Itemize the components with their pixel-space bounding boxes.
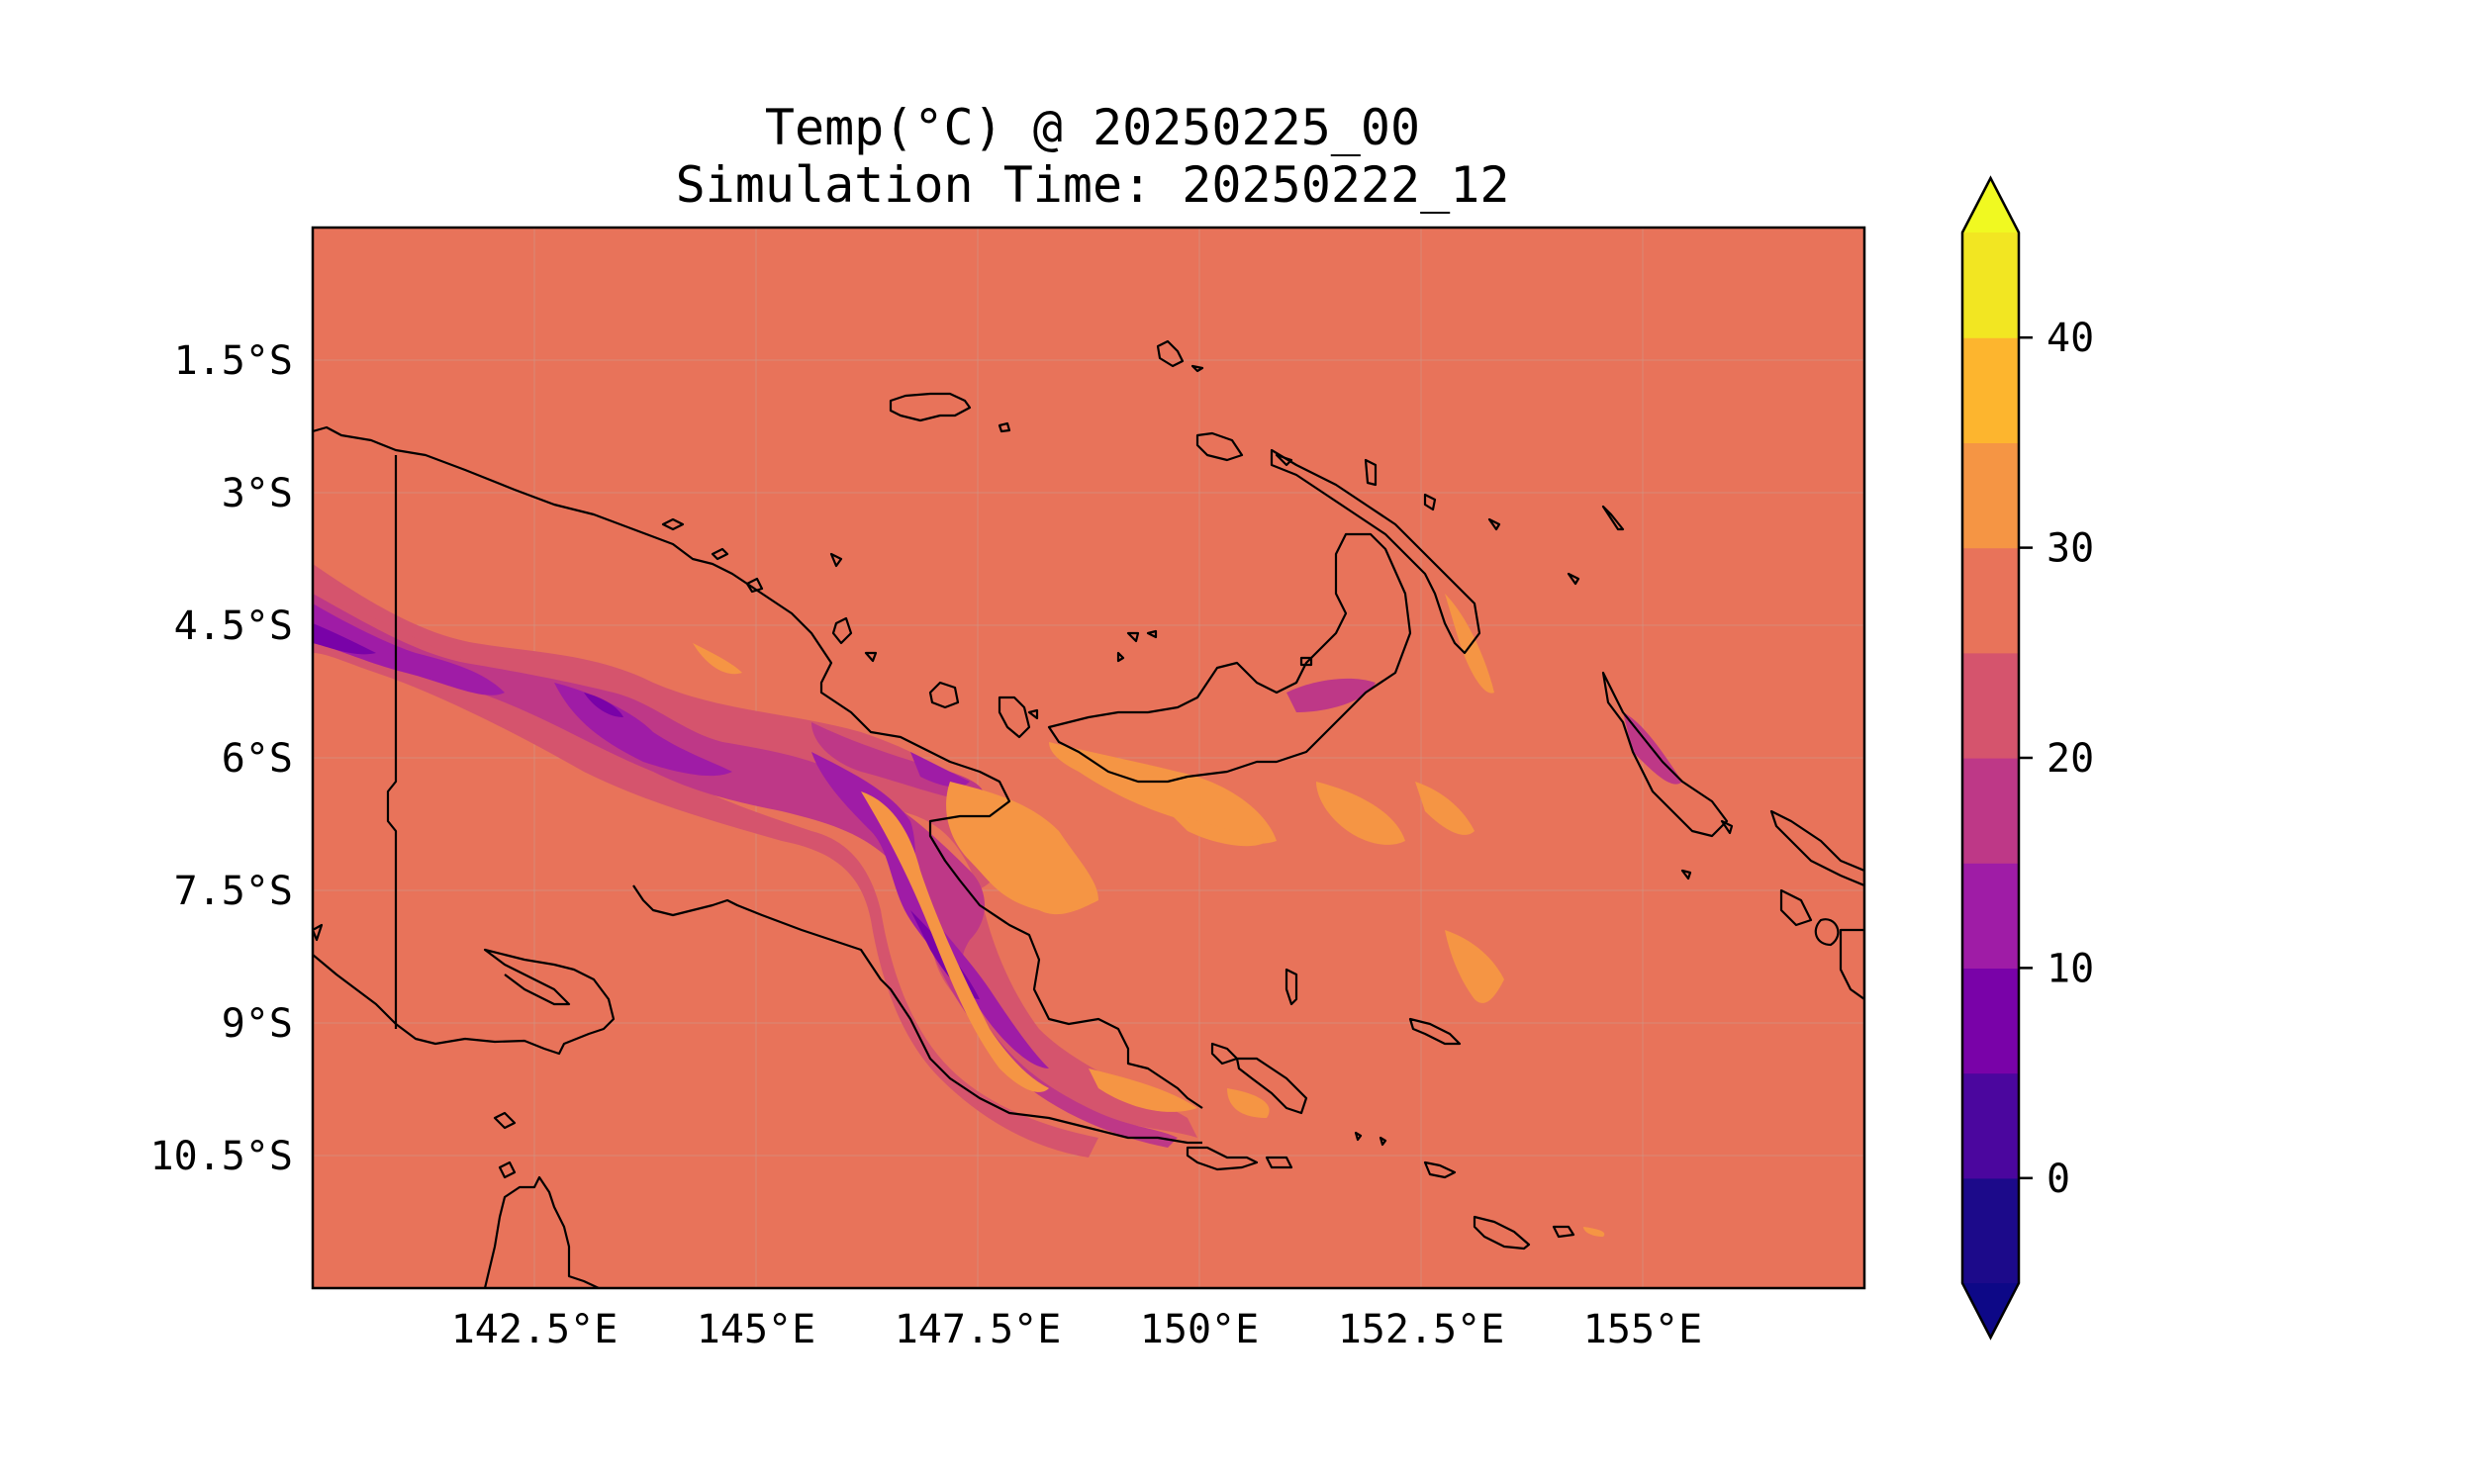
- coastline-new-guinea-north: [313, 425, 1203, 1109]
- x-axis: 142.5°E 145°E 147.5°E 150°E 152.5°E 155°E: [451, 1307, 1703, 1352]
- colorbar-band: [1962, 232, 2019, 338]
- coastline-solomons: [1769, 809, 1864, 887]
- y-tick-label: 7.5°S: [174, 869, 293, 914]
- colorbar-band: [1962, 1177, 2019, 1284]
- contour-band-5-10: [584, 693, 623, 717]
- y-tick-label: 9°S: [222, 1001, 293, 1047]
- x-tick-label: 152.5°E: [1338, 1307, 1505, 1352]
- coastlines: [313, 339, 1864, 1288]
- x-tick-label: 142.5°E: [451, 1307, 618, 1352]
- y-tick-label: 1.5°S: [174, 338, 293, 384]
- colorbar-bands: [1962, 232, 2019, 1284]
- contour-band-30-35: [693, 643, 742, 675]
- coastline-islands-misc: [829, 552, 1734, 1251]
- contour-band-30-35: [861, 791, 1049, 1092]
- coastline-bougainville: [1601, 671, 1729, 838]
- colorbar-band: [1962, 547, 2019, 654]
- coastline-islands-west: [313, 517, 1039, 942]
- coastline-solomons-2: [1779, 888, 1864, 1001]
- map-title: Temp(°C) @ 20250225_00: [764, 99, 1421, 156]
- x-tick-label: 155°E: [1583, 1307, 1702, 1352]
- map-subtitle: Simulation Time: 20250222_12: [675, 156, 1510, 214]
- colorbar-ticks: 0 10 20 30 40: [2019, 316, 2094, 1202]
- contour-band-30-35: [1168, 811, 1267, 847]
- colorbar-band: [1962, 337, 2019, 443]
- coastline-islands-north: [998, 339, 1625, 586]
- contour-band-30-35: [946, 782, 1098, 915]
- contour-band-30-35: [1445, 594, 1494, 694]
- coastline-new-britain: [1047, 532, 1412, 784]
- colorbar-tick-label: 10: [2046, 946, 2094, 991]
- colorbar-band: [1962, 758, 2019, 864]
- colorbar-over-arrow: [1962, 178, 2019, 232]
- contour-band-30-35: [1049, 742, 1277, 844]
- contour-band-30-35: [1445, 930, 1504, 1003]
- coastline-new-guinea-south: [632, 884, 1202, 1145]
- map-panel: [313, 228, 1864, 1288]
- y-tick-label: 4.5°S: [174, 603, 293, 649]
- colorbar-outline: [1960, 175, 2021, 1341]
- contour-band-10-15: [811, 752, 1049, 1068]
- coastline-border: [386, 455, 398, 1029]
- contour-band-30-35: [1583, 1227, 1605, 1237]
- y-tick-label: 10.5°S: [150, 1134, 294, 1179]
- y-tick-label: 6°S: [222, 736, 293, 782]
- colorbar-band: [1962, 442, 2019, 549]
- coastline-australia: [483, 1175, 600, 1288]
- coastline-australia-islands: [493, 1111, 517, 1179]
- x-tick-label: 150°E: [1140, 1307, 1259, 1352]
- colorbar-band: [1962, 652, 2019, 759]
- coastline-gulf: [313, 948, 616, 1056]
- map-frame: [311, 226, 1866, 1290]
- colorbar-band: [1962, 968, 2019, 1074]
- contour-band-30-35: [1316, 782, 1405, 845]
- contour-band-20-25: [313, 594, 1098, 1158]
- colorbar-tick-label: 30: [2046, 526, 2094, 572]
- contour-band-30-35: [1415, 782, 1475, 835]
- colorbar: 0 10 20 30 40: [1960, 175, 2094, 1341]
- colorbar-band: [1962, 863, 2019, 969]
- contour-band-30-35: [1089, 1068, 1197, 1112]
- y-tick-label: 3°S: [222, 471, 293, 516]
- coastline-new-ireland: [1270, 448, 1481, 655]
- contour-band-15-20: [1286, 678, 1376, 712]
- contour-band-5-10: [313, 623, 376, 655]
- colorbar-band: [1962, 1072, 2019, 1179]
- y-axis: 1.5°S 3°S 4.5°S 6°S 7.5°S 9°S 10.5°S: [150, 338, 294, 1179]
- contour-band-10-15: [910, 752, 970, 788]
- coastline-manus: [889, 392, 972, 422]
- x-tick-label: 147.5°E: [895, 1307, 1062, 1352]
- contour-band-30-35: [1227, 1088, 1270, 1118]
- colorbar-tick-label: 0: [2046, 1157, 2070, 1202]
- colorbar-under-arrow: [1962, 1283, 2019, 1338]
- x-tick-label: 145°E: [697, 1307, 815, 1352]
- temperature-contours: [313, 564, 1682, 1237]
- contour-band-10-15: [313, 603, 505, 696]
- colorbar-tick-label: 20: [2046, 736, 2094, 782]
- colorbar-tick-label: 40: [2046, 316, 2094, 361]
